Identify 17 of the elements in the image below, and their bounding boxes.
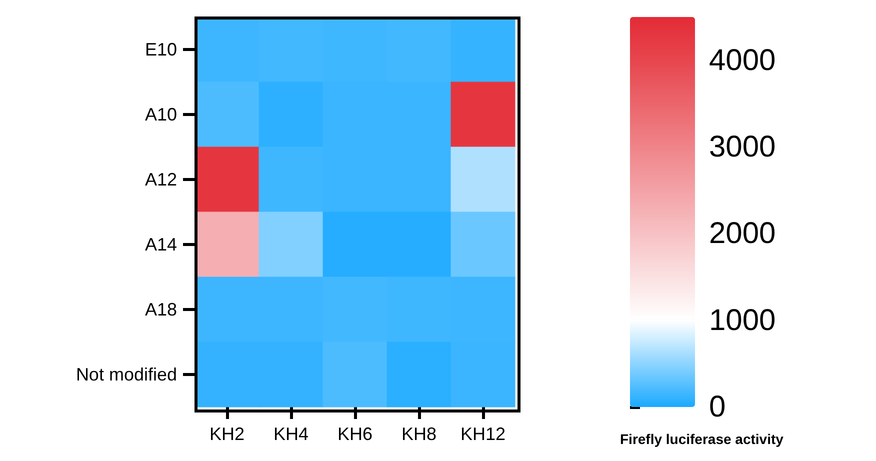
color-bar-label: 2000 <box>709 217 776 250</box>
y-tick-label: Not modified <box>76 364 177 384</box>
color-bar-label: 4000 <box>709 44 776 77</box>
x-tick-label: KH8 <box>401 424 437 444</box>
x-tick-label: KH4 <box>273 424 309 444</box>
color-bar-label: 1000 <box>709 304 776 337</box>
y-tick-label: A14 <box>144 234 177 254</box>
y-tick-label: E10 <box>144 40 177 60</box>
y-tick-label: A18 <box>144 300 177 320</box>
color-bar-label: 3000 <box>709 130 776 164</box>
x-tick-label: KH2 <box>209 424 245 444</box>
color-bar-label: 0 <box>709 390 726 424</box>
color-bar-title: Firefly luciferase activity <box>620 431 784 447</box>
x-tick-label: KH12 <box>460 424 506 444</box>
y-tick-label: A10 <box>144 104 177 124</box>
y-tick-label: A12 <box>144 170 177 190</box>
x-tick-label: KH6 <box>337 424 373 444</box>
